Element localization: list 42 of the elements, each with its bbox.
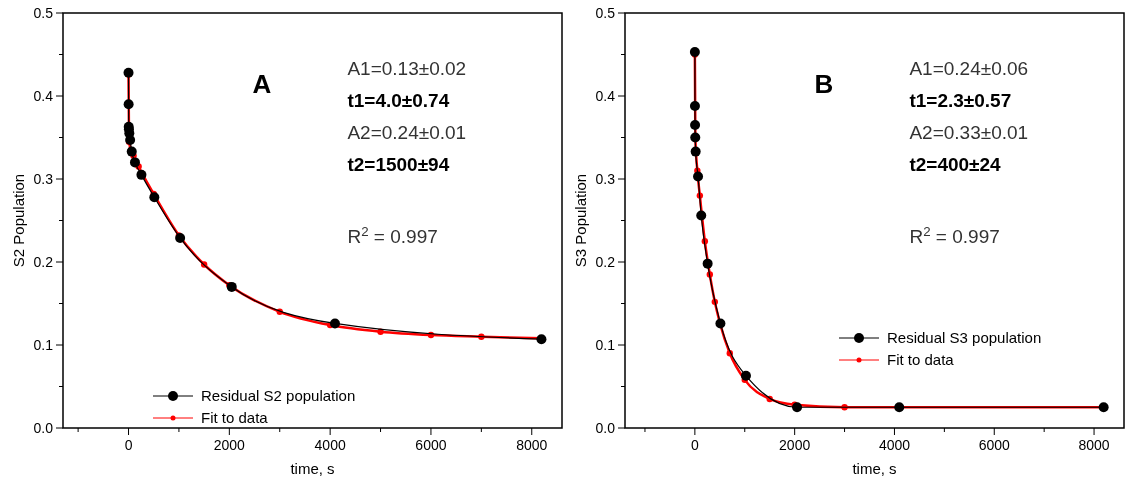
x-tick-label: 4000 [314, 437, 346, 453]
x-tick-label: 2000 [213, 437, 246, 453]
y-tick-label: 0.1 [595, 337, 616, 353]
legend-label: Fit to data [887, 351, 955, 368]
legend-label: Residual S3 population [887, 329, 1042, 346]
x-tick-label: 6000 [415, 437, 447, 453]
x-tick-label: 8000 [1078, 437, 1110, 453]
x-tick-label: 6000 [978, 437, 1011, 453]
y-tick-label: 0.5 [595, 5, 616, 21]
y-tick-label: 0.0 [595, 420, 616, 436]
y-tick-label: 0.5 [33, 5, 54, 21]
annotation: R$^{2}$ = 0.997 [347, 223, 438, 247]
x-axis-title: time, s [852, 460, 897, 477]
annotation: A2=0.33±0.01 [909, 122, 1029, 143]
annotation: B [814, 69, 834, 99]
annotation: A1=0.24±0.06 [909, 58, 1029, 79]
annotation: t2=400±24 [909, 154, 1002, 175]
annotation: R$^{2}$ = 0.997 [909, 223, 1000, 247]
y-tick-label: 0.3 [595, 171, 616, 187]
annotation: t1=4.0±0.74 [347, 90, 450, 111]
x-axis-title: time, s [290, 460, 335, 477]
y-tick-label: 0.4 [595, 88, 616, 104]
x-tick-label: 2000 [779, 437, 811, 453]
annotation: A [252, 69, 272, 99]
y-tick-label: 0.0 [33, 420, 54, 436]
y-tick-label: 0.1 [33, 337, 54, 353]
legend-label: Residual S2 population [201, 387, 356, 404]
x-tick-label: 4000 [878, 437, 911, 453]
annotation: t2=1500±94 [347, 154, 450, 175]
x-tick-label: 8000 [516, 437, 548, 453]
annotation: A1=0.13±0.02 [347, 58, 467, 79]
y-axis-title: S2 Population [10, 173, 27, 268]
y-tick-label: 0.2 [595, 254, 616, 270]
legend-label: Fit to data [201, 409, 269, 426]
x-tick-label: 0 [124, 437, 133, 453]
x-tick-label: 0 [690, 437, 699, 453]
y-tick-label: 0.3 [33, 171, 54, 187]
y-axis-title: S3 Population [572, 173, 589, 268]
y-tick-label: 0.2 [33, 254, 54, 270]
annotation: t1=2.3±0.57 [909, 90, 1012, 111]
y-tick-label: 0.4 [33, 88, 54, 104]
annotation: A2=0.24±0.01 [347, 122, 467, 143]
